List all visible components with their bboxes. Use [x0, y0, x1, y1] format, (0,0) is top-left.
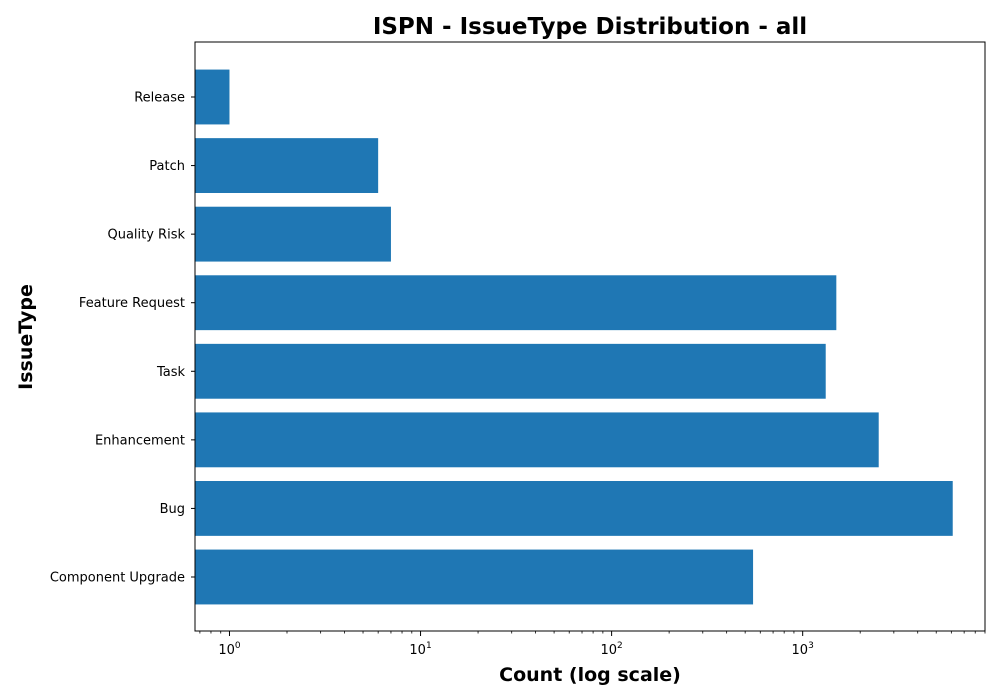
x-tick-exponent: 2 — [617, 641, 623, 651]
y-tick-label-task: Task — [156, 365, 186, 380]
bar-task — [195, 343, 826, 399]
bars-group — [195, 69, 953, 605]
x-tick-exponent: 1 — [426, 641, 432, 651]
bar-feature-request — [195, 275, 837, 331]
bar-enhancement — [195, 412, 879, 468]
y-tick-label-component-upgrade: Component Upgrade — [50, 571, 185, 586]
y-tick-label-bug: Bug — [160, 502, 185, 517]
x-tick-base: 10 — [409, 643, 426, 658]
y-tick-label-patch: Patch — [149, 159, 185, 174]
x-axis-label: Count (log scale) — [499, 664, 681, 686]
bar-patch — [195, 138, 379, 193]
x-tick-label: 101 — [409, 641, 431, 658]
x-tick-base: 10 — [600, 643, 617, 658]
y-ticks: Component Upgrade Bug Enhancement Task Featu… — [50, 91, 195, 586]
bar-bug — [195, 481, 953, 536]
y-axis-label: IssueType — [15, 284, 37, 390]
y-tick-label-enhancement: Enhancement — [95, 433, 185, 448]
bar-release — [195, 69, 230, 125]
x-tick-label: 100 — [218, 641, 241, 658]
x-tick-base: 10 — [792, 643, 809, 658]
x-tick-label: 102 — [600, 641, 622, 658]
x-tick-label: 103 — [792, 641, 814, 658]
plot-frame — [194, 41, 986, 632]
y-tick-label-quality-risk: Quality Risk — [107, 228, 185, 243]
x-tick-exponent: 0 — [235, 641, 241, 651]
y-tick-label-feature-request: Feature Request — [79, 296, 185, 311]
chart-title: ISPN - IssueType Distribution - all — [373, 14, 807, 40]
x-ticks: 100 101 102 103 — [199, 631, 986, 658]
x-tick-base: 10 — [218, 643, 235, 658]
bar-quality-risk — [195, 206, 391, 262]
y-tick-label-release: Release — [134, 91, 185, 106]
x-tick-exponent: 3 — [808, 641, 814, 651]
bar-component-upgrade — [195, 549, 754, 605]
